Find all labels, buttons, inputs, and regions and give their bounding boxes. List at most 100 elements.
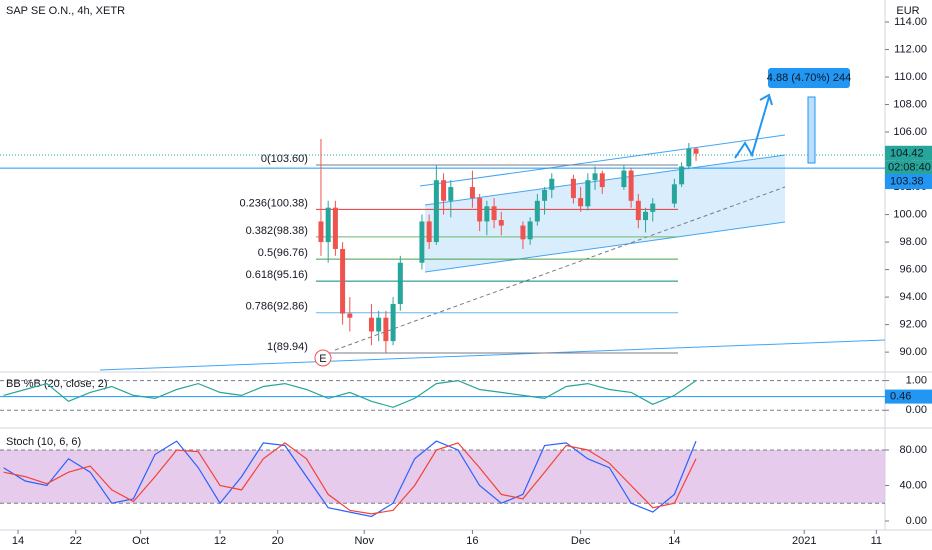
candle-body [426,221,432,243]
x-tick-label: 2021 [792,535,816,547]
candle-body [650,203,656,212]
candle-body [671,184,677,204]
x-tick-label: 14 [668,535,680,547]
fib-label: 0.5(96.76) [258,247,308,259]
arrow-head [759,93,773,106]
y-tick-label: 108.00 [893,98,927,110]
candle-body [578,198,584,207]
candle-body [679,166,685,185]
x-tick-label: 20 [272,535,284,547]
trend-line [334,186,786,351]
candle-body [433,180,439,243]
y-tick-label: 98.00 [899,236,927,248]
candle-body [325,207,331,243]
pane-title: Stoch (10, 6, 6) [6,436,81,448]
candle-body [643,211,649,221]
fib-label: 0.618(95.16) [246,269,308,281]
y-tick-label: 80.00 [899,444,927,456]
y-tick-label: 1.00 [906,374,927,386]
y-tick-label: 96.00 [899,263,927,275]
x-tick-label: 12 [214,535,226,547]
countdown: 02:08:40 [888,162,931,174]
channel-line [424,154,786,206]
candle-body [332,207,338,249]
candle-body [621,170,627,188]
candle-body [498,220,504,226]
candle-body [527,221,533,240]
x-tick-label: Dec [571,535,591,547]
x-tick-label: Nov [354,535,374,547]
candle-body [477,198,483,222]
candle-body [686,148,692,167]
y-tick-label: 92.00 [899,319,927,331]
currency: EUR [896,5,919,17]
candle-body [419,221,425,263]
fib-label: 0(103.60) [261,153,308,165]
candle-body [397,262,403,304]
candle-body [520,225,526,240]
candle-body [448,187,454,201]
trend-line [419,134,786,187]
candle-body [542,189,548,201]
indicator-line [3,379,697,408]
indicator-line [3,440,697,518]
candle-body [376,317,382,332]
fib-label: 1(89.94) [267,341,308,353]
fib-label: 0.236(100.38) [239,197,308,209]
candle-body [635,200,641,221]
fib-label: 0.786(92.86) [246,301,308,313]
candle-body [693,148,699,154]
event-marker [314,349,332,367]
x-tick-label: 22 [70,535,82,547]
projection-arrow [734,96,770,159]
x-tick-label: 14 [12,535,24,547]
candle-body [585,180,591,207]
event-label: E [319,353,326,365]
candle-body [469,187,475,199]
y-tick-label: 100.00 [893,208,927,220]
y-tick-label: 94.00 [899,291,927,303]
level-box [885,389,932,404]
pane-title: BB %B (20, close, 2) [6,378,108,390]
candle-body [599,173,605,188]
x-tick-label: 11 [871,535,882,547]
candle-body [491,206,497,221]
fib-label: 0.382(98.38) [246,225,308,237]
candle-body [390,303,396,342]
indicator-line [3,442,697,515]
candle-body [383,317,389,342]
candle-body [534,200,540,222]
y-tick-label: 112.00 [894,43,927,55]
candle-body [441,180,447,201]
line-price-box [885,174,932,190]
channel-fill [425,155,785,272]
y-tick-label: 110.00 [894,71,927,83]
x-tick-label: Oct [132,535,149,547]
candle-body [368,317,374,332]
projection-box [768,68,850,88]
channel-line [424,221,786,273]
y-tick-label: 106.00 [893,126,927,138]
level-label: 0.46 [890,390,911,402]
y-tick-label: 0.00 [906,404,927,416]
last-price-box [885,145,932,161]
y-tick-label: 0.00 [906,515,927,527]
y-tick-label: 114.00 [894,16,927,28]
candle-body [484,206,490,222]
countdown-box [885,160,932,175]
y-tick-label: 40.00 [899,479,927,491]
candle-body [628,170,634,201]
range-bar [807,96,816,164]
projection-label: 4.88 (4.70%) 244 [767,72,851,84]
band-fill [0,449,885,504]
candle-body [549,178,555,190]
candle-body [592,173,598,181]
candle-body [347,313,353,318]
x-tick-label: 16 [466,535,478,547]
candle-body [340,248,346,314]
last-price-label: 104.42 [890,148,924,160]
line-price-label: 103.38 [890,175,924,187]
pane-title: SAP SE O.N., 4h, XETR [6,5,125,17]
candle-body [318,221,324,243]
